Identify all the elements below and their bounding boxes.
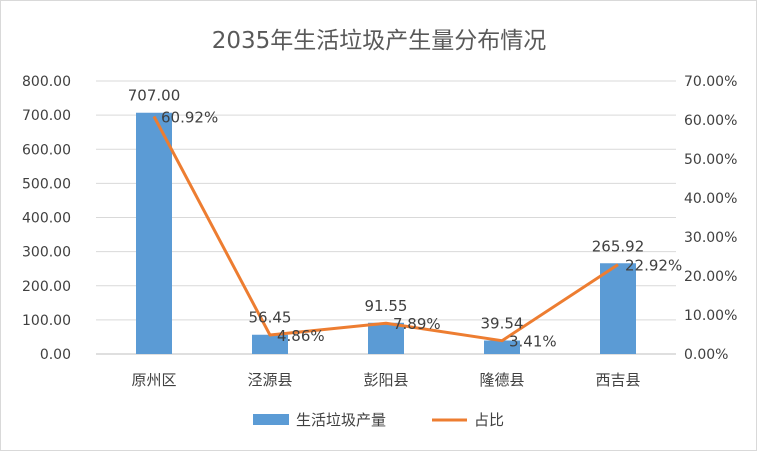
line-data-label: 4.86% bbox=[277, 327, 325, 345]
bar bbox=[600, 263, 636, 354]
bar-data-label: 707.00 bbox=[128, 87, 181, 105]
left-tick-label: 200.00 bbox=[22, 279, 71, 295]
right-tick-label: 0.00% bbox=[684, 347, 728, 363]
data-labels: 707.00 60.92% 56.454.86% 91.557.89% 39.543.4… bbox=[128, 87, 682, 351]
bar-data-label: 39.54 bbox=[481, 315, 524, 333]
right-tick-label: 50.00% bbox=[684, 152, 737, 168]
left-tick-label: 0.00 bbox=[40, 347, 71, 363]
left-tick-label: 100.00 bbox=[22, 313, 71, 329]
bar bbox=[136, 112, 172, 354]
left-tick-label: 700.00 bbox=[22, 108, 71, 124]
left-tick-label: 400.00 bbox=[22, 211, 71, 227]
gridlines bbox=[96, 80, 676, 355]
bar-data-label: 56.45 bbox=[249, 309, 292, 327]
left-tick-label: 300.00 bbox=[22, 245, 71, 261]
left-tick-label: 600.00 bbox=[22, 142, 71, 158]
category-label: 彭阳县 bbox=[363, 371, 408, 389]
category-label: 西吉县 bbox=[595, 371, 640, 389]
line-data-label: 7.89% bbox=[393, 315, 441, 333]
right-tick-label: 40.00% bbox=[684, 191, 737, 207]
line-series bbox=[152, 115, 619, 343]
category-label: 泾源县 bbox=[247, 371, 292, 389]
line-data-label: 22.92% bbox=[625, 257, 682, 275]
bar-data-label: 91.55 bbox=[365, 297, 408, 315]
right-tick-label: 60.00% bbox=[684, 113, 737, 129]
bars bbox=[136, 112, 636, 354]
bar bbox=[484, 340, 520, 354]
right-tick-label: 10.00% bbox=[684, 308, 737, 324]
line-path bbox=[152, 115, 619, 343]
category-label: 隆德县 bbox=[479, 371, 524, 389]
right-tick-label: 20.00% bbox=[684, 269, 737, 285]
legend-label-line: 占比 bbox=[474, 411, 504, 429]
line-data-label: 60.92% bbox=[161, 108, 218, 126]
right-tick-label: 30.00% bbox=[684, 230, 737, 246]
legend: 生活垃圾产量 占比 bbox=[253, 411, 504, 429]
bar bbox=[368, 322, 404, 354]
legend-swatch-bar bbox=[253, 414, 289, 425]
bar bbox=[252, 334, 288, 354]
left-tick-label: 800.00 bbox=[22, 74, 71, 90]
legend-label-bar: 生活垃圾产量 bbox=[296, 411, 386, 429]
chart-title: 2035年生活垃圾产生量分布情况 bbox=[212, 28, 547, 54]
bar-data-label: 265.92 bbox=[592, 237, 645, 255]
line-data-label: 3.41% bbox=[509, 333, 557, 351]
right-tick-label: 70.00% bbox=[684, 74, 737, 90]
category-label: 原州区 bbox=[131, 371, 176, 389]
axes: 0.00 100.00 200.00 300.00 400.00 500.00 600.00… bbox=[22, 74, 737, 389]
left-tick-label: 500.00 bbox=[22, 176, 71, 192]
